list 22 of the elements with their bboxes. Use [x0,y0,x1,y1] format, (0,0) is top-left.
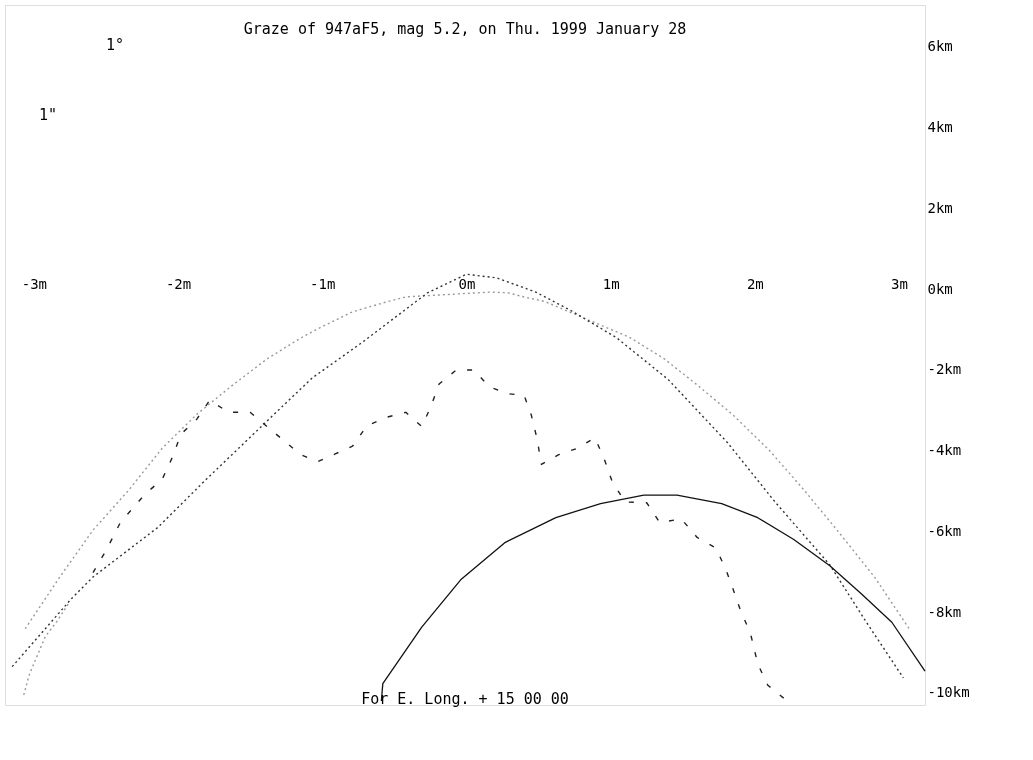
x-tick-label: -1m [310,275,336,292]
x-tick-label: 2m [746,275,764,292]
x-tick-label: 3m [891,275,908,292]
annotation: For E. Long. + 15 00 00 [361,690,569,708]
y-tick-label: -10km [927,684,970,701]
line-series [23,602,70,696]
annotation: 1° [105,36,125,54]
annotation: 1" [39,106,58,124]
y-tick-label: 0km [927,280,953,297]
x-tick-label: 1m [602,275,620,292]
x-tick-label: 0m [458,275,476,292]
x-tick-label: -3m [21,275,47,292]
line-series [24,291,910,630]
y-tick-label: 4km [927,119,953,136]
y-tick-label: -6km [927,522,962,539]
x-tick-label: -2m [165,275,192,292]
y-tick-label: -4km [927,442,962,459]
y-tick-label: 6km [927,38,953,55]
y-tick-label: 2km [927,199,953,216]
y-tick-label: -8km [927,603,962,620]
text: Graze of 947aF5, mag 5.2, on Thu. 1999 January 28 [243,20,687,38]
y-tick-label: -2km [927,361,962,378]
